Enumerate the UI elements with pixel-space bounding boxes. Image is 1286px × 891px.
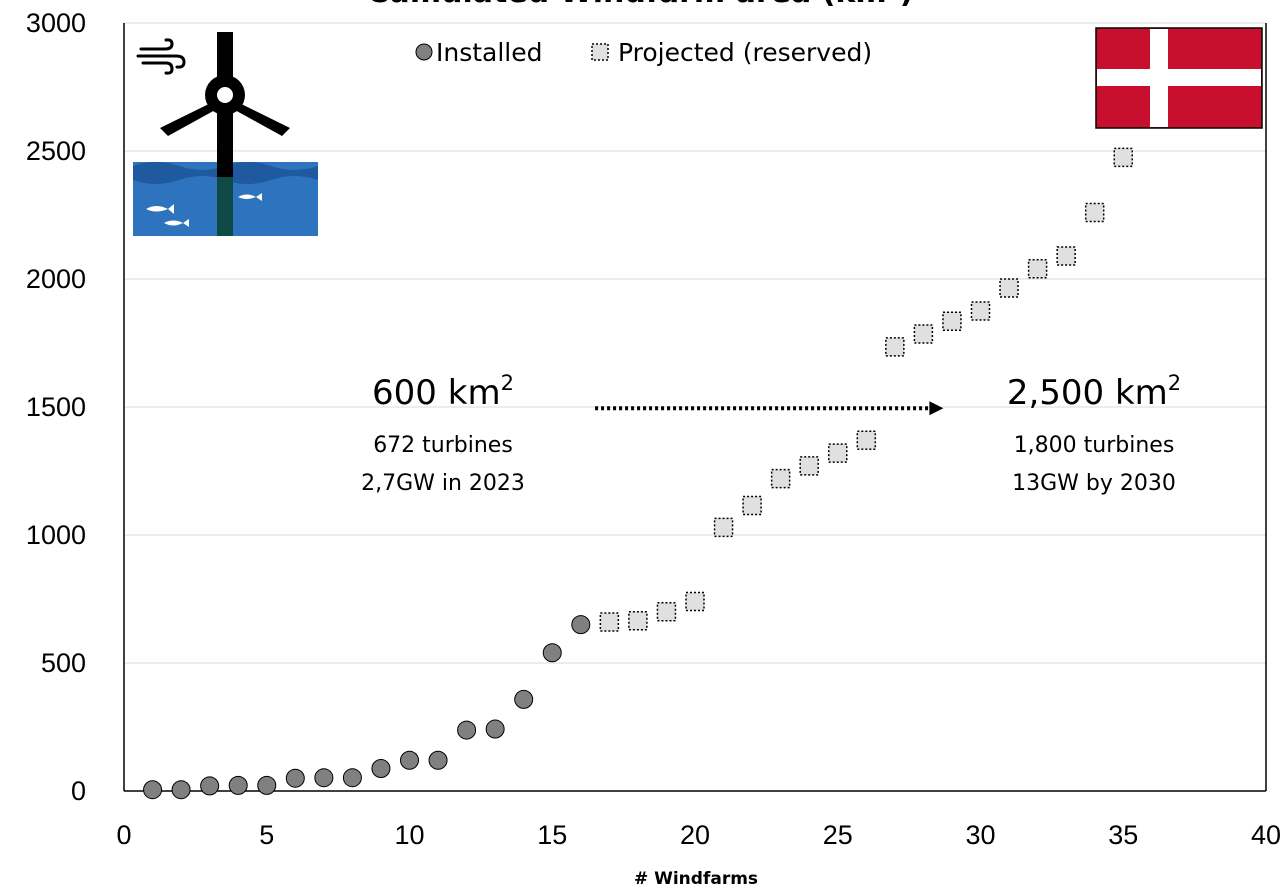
x-tick-label: 40 — [1251, 820, 1281, 850]
installed-point — [257, 775, 277, 795]
projected-point — [1113, 147, 1133, 168]
installed-point — [314, 768, 334, 788]
installed-point — [457, 720, 477, 740]
x-tick-label: 30 — [965, 820, 995, 850]
installed-point — [514, 689, 534, 709]
y-tick-label: 3000 — [26, 8, 86, 38]
installed-point — [485, 719, 505, 739]
projected-point — [656, 602, 677, 622]
x-tick-label: 25 — [823, 820, 853, 850]
installed-point — [228, 775, 248, 795]
denmark-flag-icon — [1095, 27, 1263, 129]
y-tick-label: 2500 — [26, 136, 86, 166]
x-tick-label: 10 — [394, 820, 424, 850]
x-tick-label: 5 — [259, 820, 274, 850]
installed-point — [200, 776, 220, 796]
x-tick-label: 0 — [116, 820, 131, 850]
installed-point — [542, 643, 562, 663]
annotation-2030-capacity: 13GW by 2030 — [1012, 471, 1176, 496]
installed-point — [285, 768, 305, 788]
annotation-2030-turbines: 1,800 turbines — [1014, 433, 1175, 458]
projected-point — [1027, 259, 1048, 279]
installed-point — [571, 615, 591, 635]
installed-point — [342, 768, 362, 788]
annotation-2023: 600 km2 672 turbines 2,7GW in 2023 — [361, 371, 525, 496]
projected-point — [685, 591, 705, 612]
x-tick-label: 15 — [537, 820, 567, 850]
x-tick-labels: 0 5 10 15 20 25 30 35 40 — [116, 820, 1281, 850]
projected-point — [1084, 202, 1105, 223]
annotation-2023-turbines: 672 turbines — [373, 433, 513, 458]
legend: Installed Projected (reserved) — [415, 38, 872, 67]
projected-point — [742, 495, 762, 516]
projected-point — [942, 311, 962, 331]
projected-point — [1056, 246, 1076, 266]
projected-point — [970, 301, 991, 321]
legend-projected-label: Projected (reserved) — [618, 38, 872, 67]
x-tick-label: 35 — [1108, 820, 1138, 850]
y-tick-labels: 0 500 1000 1500 2000 2500 3000 — [26, 8, 86, 806]
legend-installed-marker — [415, 43, 433, 61]
arrow-head — [929, 401, 944, 416]
projected-point — [999, 278, 1019, 298]
growth-arrow — [595, 401, 944, 416]
projected-point — [770, 468, 791, 489]
projected-point — [828, 443, 848, 463]
legend-installed-label: Installed — [436, 38, 543, 67]
projected-point — [599, 612, 620, 632]
legend-projected-marker — [591, 43, 609, 61]
x-axis-label: # Windfarms — [634, 869, 758, 889]
y-tick-label: 500 — [41, 648, 86, 678]
annotation-2030: 2,500 km2 1,800 turbines 13GW by 2030 — [1007, 371, 1181, 496]
y-tick-label: 0 — [71, 776, 86, 806]
annotation-2030-sup: 2 — [1168, 371, 1181, 395]
gridlines — [124, 22, 1266, 664]
installed-point — [428, 750, 448, 770]
annotation-2023-sup: 2 — [501, 371, 514, 395]
annotation-2023-area: 600 km — [372, 373, 501, 413]
annotation-2030-area: 2,500 km — [1007, 373, 1168, 413]
y-tick-label: 1000 — [26, 520, 86, 550]
installed-point — [371, 758, 391, 778]
axes — [123, 23, 1267, 792]
svg-text:600 km2: 600 km2 — [372, 371, 514, 413]
installed-point — [171, 780, 191, 800]
projected-point — [913, 324, 934, 344]
projected-point — [713, 517, 734, 538]
data-points — [143, 147, 1133, 800]
installed-point — [143, 780, 163, 800]
projected-point — [885, 337, 905, 357]
x-tick-label: 20 — [680, 820, 710, 850]
offshore-wind-turbine-icon — [133, 32, 318, 236]
projected-point — [856, 430, 877, 451]
svg-text:2,500 km2: 2,500 km2 — [1007, 371, 1181, 413]
chart-title: Cumulated Windfarm area (km²) — [367, 0, 914, 10]
installed-point — [400, 750, 419, 770]
y-tick-label: 2000 — [26, 264, 86, 294]
projected-point — [628, 611, 648, 631]
annotation-2023-capacity: 2,7GW in 2023 — [361, 471, 525, 496]
projected-point — [799, 456, 819, 476]
y-tick-label: 1500 — [26, 392, 86, 422]
